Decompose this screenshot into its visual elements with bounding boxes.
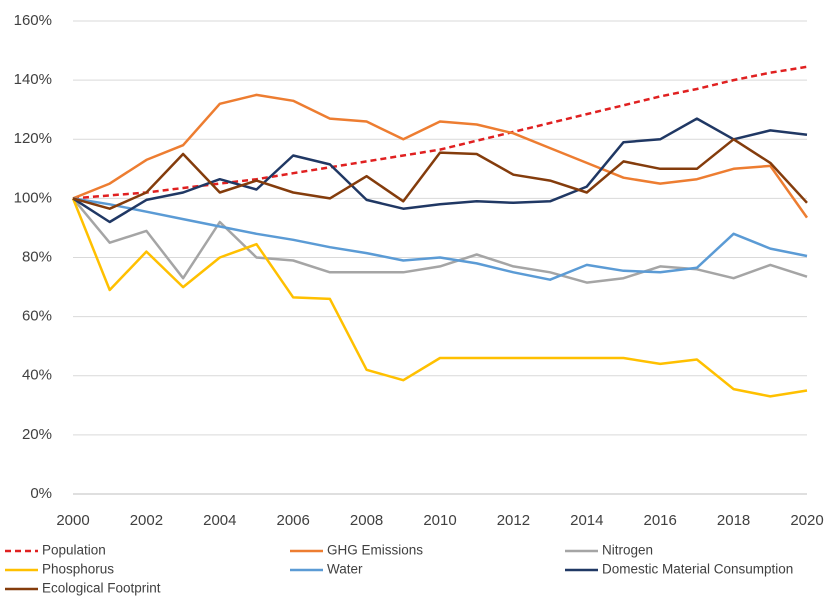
series-line — [72, 197, 808, 281]
legend-label: Phosphorus — [42, 562, 114, 577]
legend-label: Ecological Footprint — [42, 581, 161, 596]
x-tick-label: 2014 — [570, 512, 603, 529]
series-line — [71, 197, 808, 398]
x-tick-label: 2010 — [423, 512, 456, 529]
series-line — [72, 117, 808, 224]
x-tick-label: 2002 — [130, 512, 163, 529]
x-tick-label: 2016 — [644, 512, 677, 529]
x-tick-label: 2008 — [350, 512, 383, 529]
x-tick-label: 2018 — [717, 512, 750, 529]
y-tick-label: 120% — [14, 130, 52, 147]
y-tick-label: 140% — [14, 71, 52, 88]
legend: Population GHG Emissions Nitrogen Phosphoru… — [5, 543, 793, 596]
x-tick-label: 2020 — [790, 512, 823, 529]
legend-label: GHG Emissions — [327, 543, 423, 558]
y-tick-label: 100% — [14, 189, 52, 206]
y-tick-label: 40% — [22, 367, 52, 384]
series-line — [72, 65, 808, 200]
x-tick-label: 2012 — [497, 512, 530, 529]
series-line — [72, 138, 808, 210]
x-tick-label: 2006 — [277, 512, 310, 529]
y-tick-label: 60% — [22, 308, 52, 325]
legend-label: Population — [42, 543, 106, 558]
series-line — [72, 93, 809, 219]
x-tick-label: 2000 — [56, 512, 89, 529]
series-line — [72, 197, 808, 284]
y-tick-label: 160% — [14, 12, 52, 29]
y-tick-label: 0% — [30, 485, 52, 502]
legend-label: Nitrogen — [602, 543, 653, 558]
legend-label: Domestic Material Consumption — [602, 562, 793, 577]
y-tick-label: 20% — [22, 426, 52, 443]
legend-label: Water — [327, 562, 363, 577]
x-tick-label: 2004 — [203, 512, 236, 529]
y-tick-label: 80% — [22, 248, 52, 265]
